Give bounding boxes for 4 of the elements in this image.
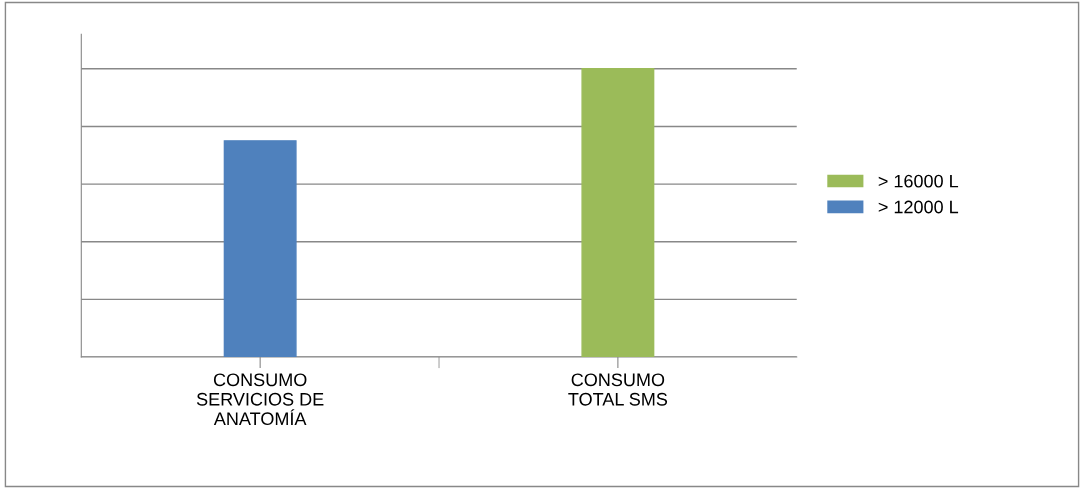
x-tick-label: CONSUMO TOTAL SMS — [568, 373, 668, 406]
x-tick-label: CONSUMO SERVICIOS DE ANATOMÍA — [196, 373, 324, 426]
legend-label: > 16000 L — [878, 174, 959, 188]
legend-label: > 12000 L — [878, 200, 959, 214]
